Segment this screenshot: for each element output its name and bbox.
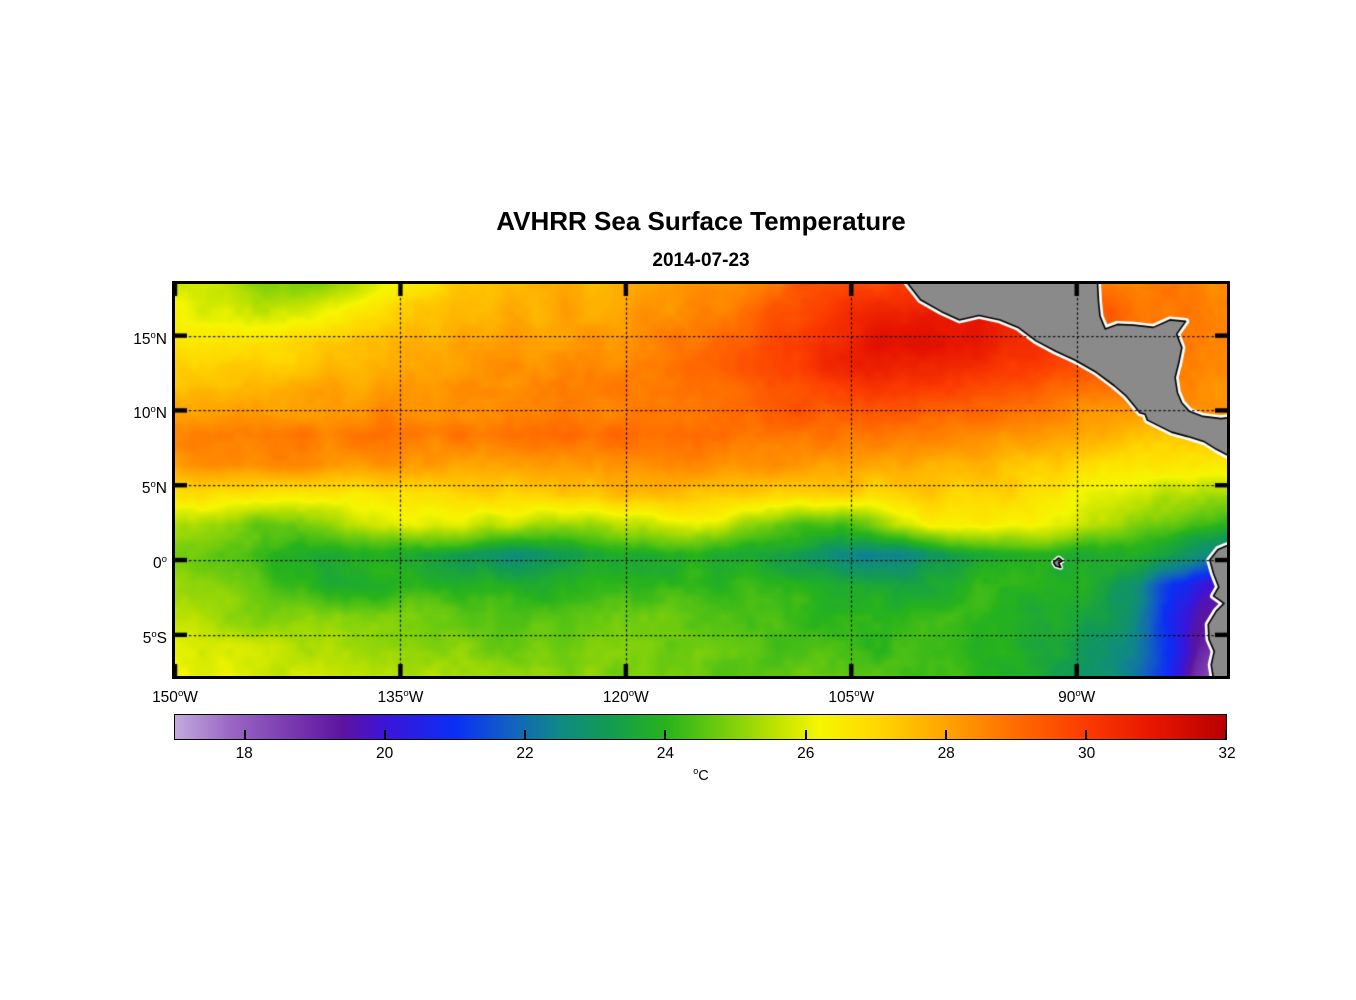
x-tick-label: 90oW (1058, 688, 1096, 707)
chart-subtitle: 2014-07-23 (652, 250, 750, 271)
y-tick-label: 10oN (133, 404, 167, 423)
chart-title: AVHRR Sea Surface Temperature (496, 206, 906, 236)
y-tick-label: 5oS (142, 628, 167, 647)
colorbar-unit-label: oC (693, 766, 709, 784)
colorbar-tick-label: 26 (797, 745, 815, 762)
colorbar-tick (804, 730, 807, 739)
colorbar-tick (1225, 730, 1227, 739)
colorbar-tick-label: 24 (656, 745, 675, 762)
y-tick-label: 15oN (133, 329, 167, 348)
colorbar-gradient (175, 715, 1226, 739)
degree-superscript: o (151, 628, 157, 640)
x-tick-label: 120oW (602, 688, 649, 707)
degree-superscript: o (1075, 688, 1081, 699)
x-tick-label: 135oW (377, 688, 424, 707)
colorbar-tick-label: 28 (937, 745, 955, 762)
degree-superscript: o (161, 554, 167, 566)
map-frame (172, 281, 1230, 679)
degree-superscript: o (854, 688, 860, 699)
colorbar-tick (664, 730, 667, 739)
degree-superscript: o (177, 688, 184, 699)
colorbar-tick-label: 30 (1077, 745, 1096, 762)
degree-superscript: o (150, 479, 156, 491)
degree-superscript: o (150, 329, 156, 341)
degree-superscript: o (693, 766, 699, 776)
y-tick-label: 5oN (141, 479, 167, 498)
x-tick-label: 105oW (828, 688, 875, 707)
colorbar-tick-label: 32 (1218, 745, 1236, 762)
colorbar-tick (524, 730, 527, 739)
colorbar-tick (244, 730, 247, 739)
colorbar-tick-label: 22 (516, 745, 534, 762)
degree-superscript: o (150, 404, 156, 416)
colorbar-tick (944, 730, 947, 739)
colorbar-tick (384, 730, 387, 739)
degree-superscript: o (403, 688, 409, 699)
colorbar-tick (1084, 730, 1087, 739)
sst-heatmap-canvas (175, 284, 1227, 676)
colorbar-tick-label: 18 (235, 745, 253, 762)
colorbar (174, 714, 1227, 740)
degree-superscript: o (628, 688, 635, 699)
colorbar-tick-label: 20 (375, 745, 394, 762)
x-tick-label: 150oW (152, 688, 198, 707)
y-tick-label: 0o (153, 554, 167, 573)
